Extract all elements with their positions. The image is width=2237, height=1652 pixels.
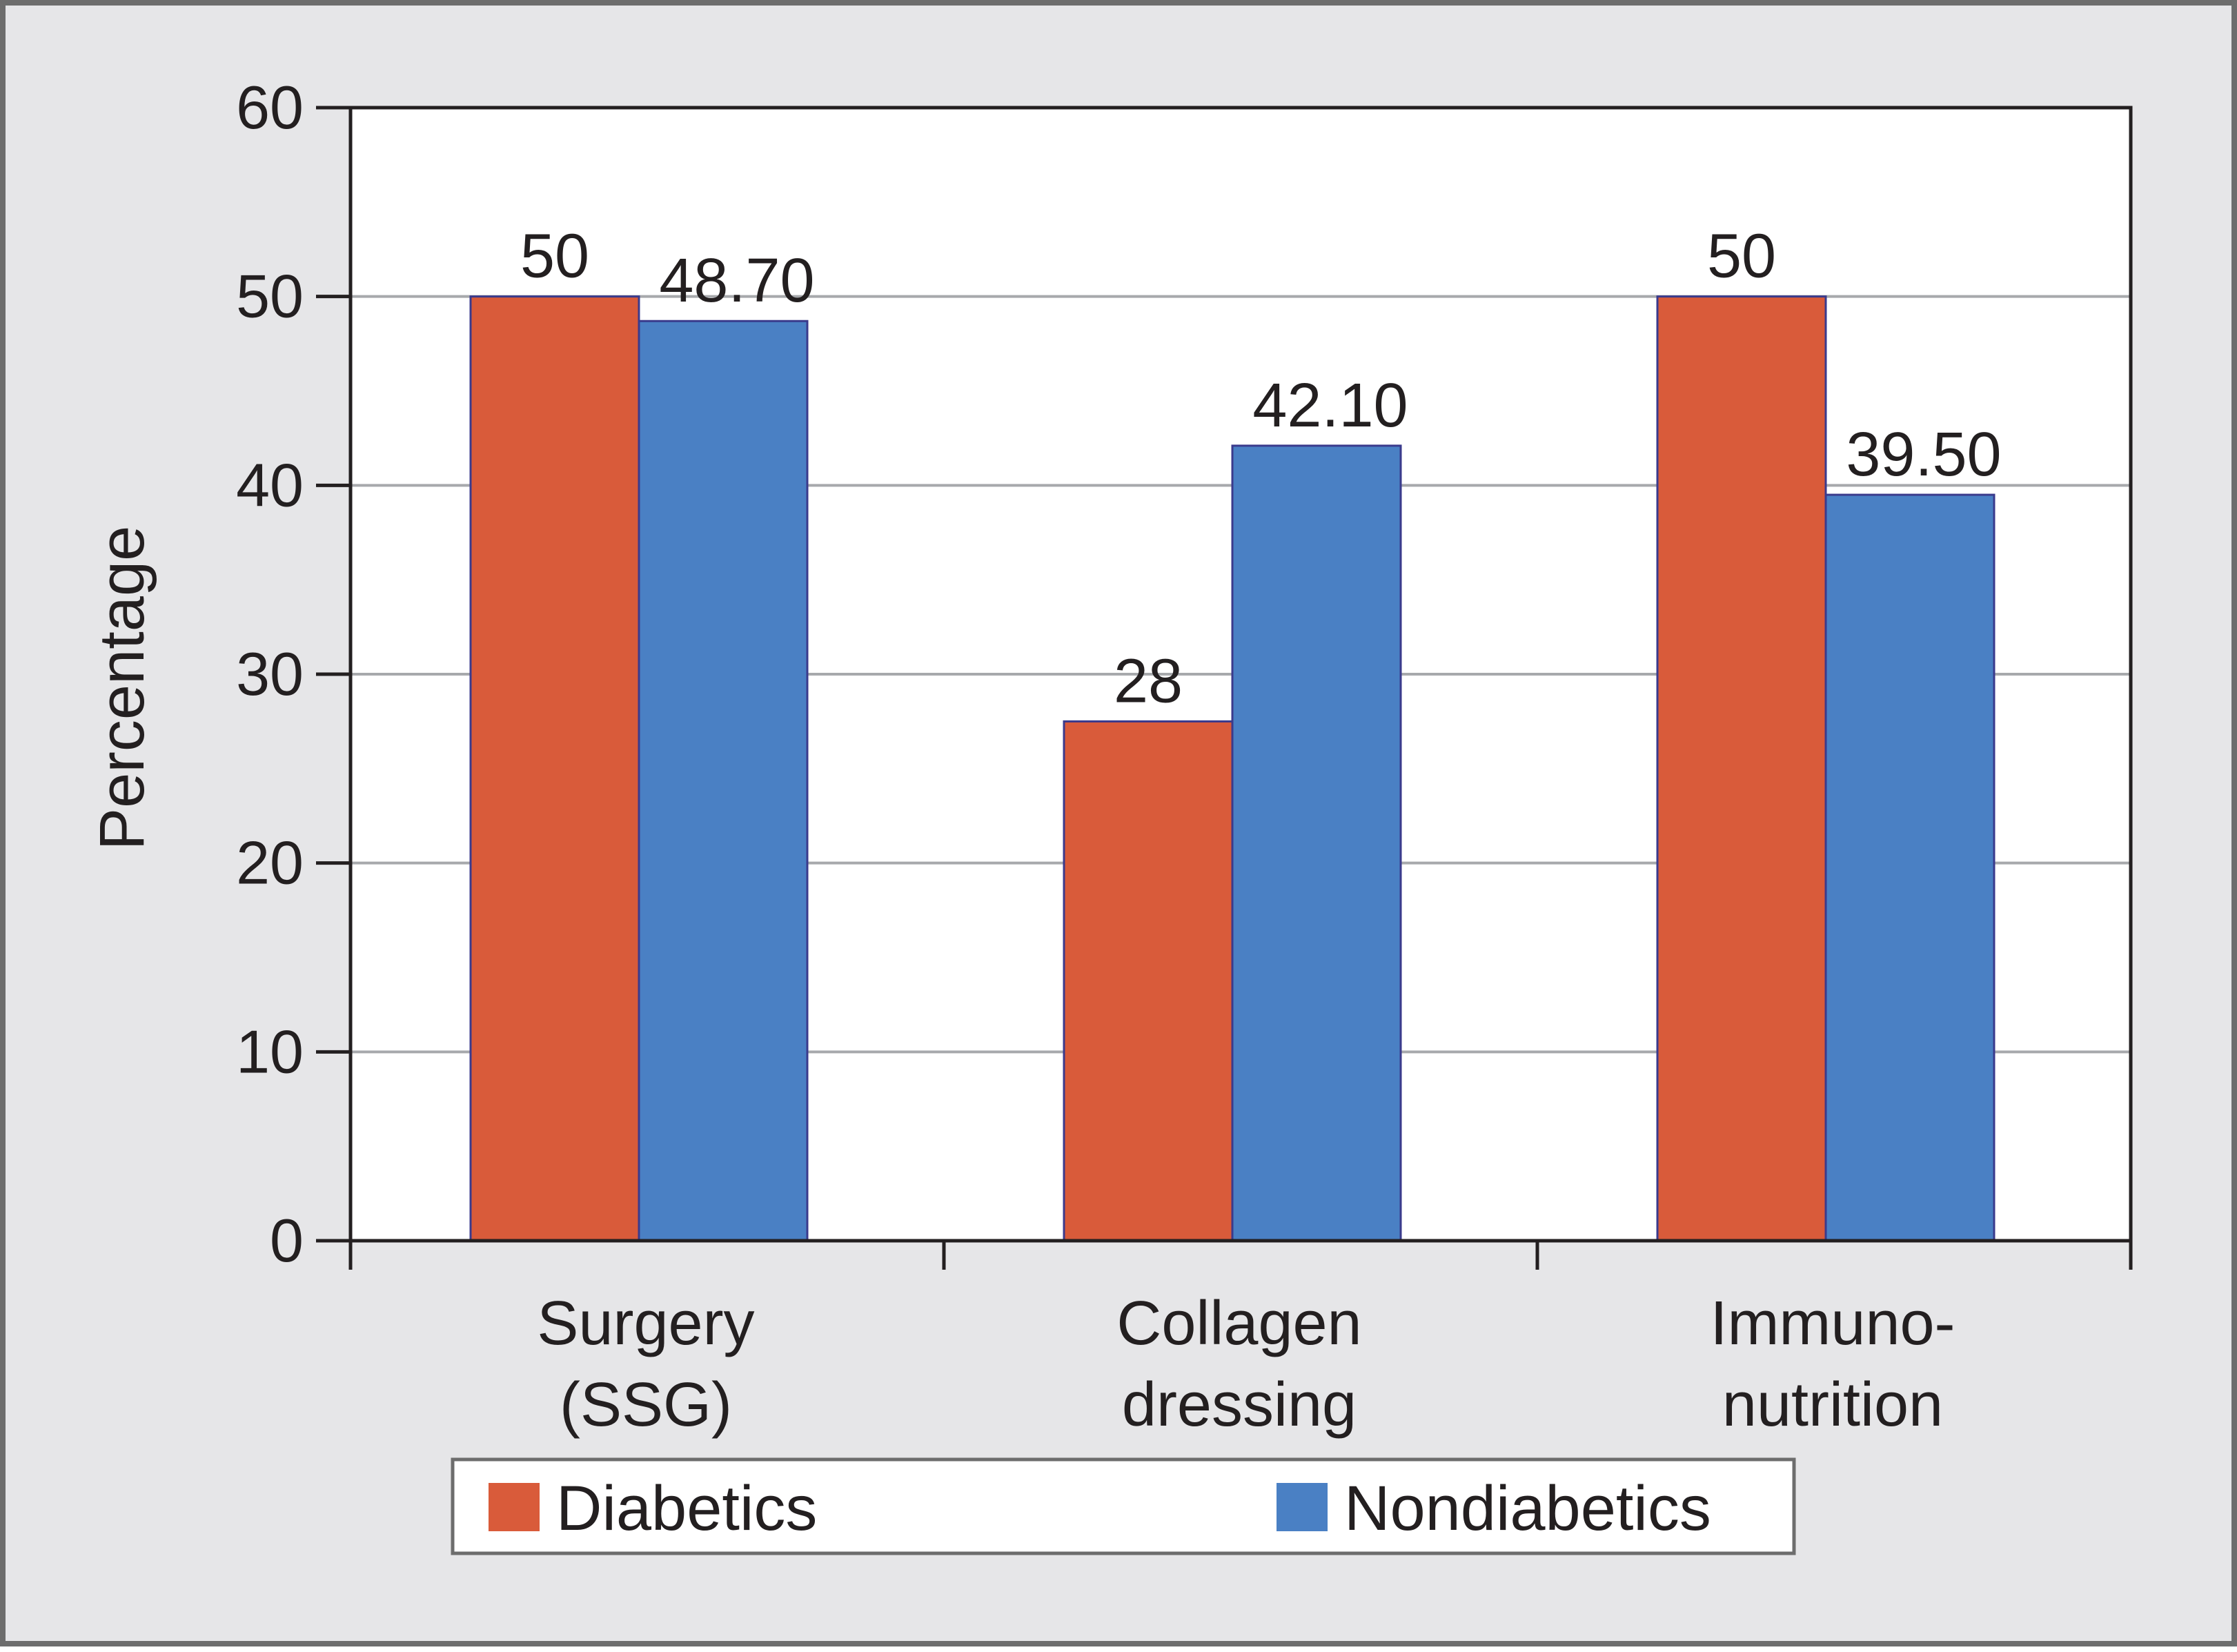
- bar-diabetics: [1656, 295, 1827, 1242]
- legend-label: Diabetics: [556, 1473, 817, 1544]
- y-tick-label: 10: [236, 1017, 304, 1085]
- bars: [469, 295, 1995, 1242]
- y-tick-label: 20: [236, 829, 304, 897]
- bar-diabetics: [469, 295, 640, 1242]
- data-label: 42.10: [1252, 371, 1408, 440]
- data-label: 39.50: [1846, 420, 2001, 489]
- y-tick-label: 40: [236, 451, 304, 519]
- bar-nondiabetics: [1231, 444, 1402, 1242]
- data-label: 48.70: [659, 246, 814, 315]
- data-label: 50: [1707, 222, 1776, 291]
- y-tick-label: 0: [270, 1206, 304, 1275]
- labels: 0 10 20 30 40 50 60 50 48.70 Surgery (SSG) 28 42.10 C…: [87, 73, 2002, 1439]
- y-tick-label: 50: [236, 262, 304, 331]
- y-tick-label: 60: [236, 73, 304, 141]
- y-axis-title: Percentage: [87, 526, 157, 851]
- x-category-label: Collagen: [1116, 1289, 1361, 1358]
- bar-nondiabetics: [1824, 493, 1995, 1242]
- x-category-label: Surgery: [537, 1289, 754, 1358]
- x-category-label: Immuno-: [1710, 1289, 1955, 1358]
- data-label: 28: [1114, 647, 1183, 716]
- legend-swatch: [489, 1483, 540, 1531]
- x-category-label: nutrition: [1722, 1370, 1943, 1439]
- x-category-label: (SSG): [560, 1370, 732, 1439]
- legend: Diabetics Nondiabetics: [451, 1457, 1796, 1555]
- y-tick-label: 30: [236, 640, 304, 708]
- x-category-label: dressing: [1122, 1370, 1357, 1439]
- bar-nondiabetics: [638, 319, 809, 1242]
- data-label: 50: [520, 222, 589, 291]
- axes: [316, 106, 2133, 1270]
- bar-diabetics: [1063, 720, 1234, 1242]
- legend-swatch: [1277, 1483, 1328, 1531]
- legend-box: [451, 1457, 1796, 1555]
- bar-chart: 0 10 20 30 40 50 60 50 48.70 Surgery (SSG) 28 42.10 C…: [87, 73, 2133, 1555]
- plot-border: [348, 106, 2133, 1243]
- legend-label: Nondiabetics: [1344, 1473, 1711, 1544]
